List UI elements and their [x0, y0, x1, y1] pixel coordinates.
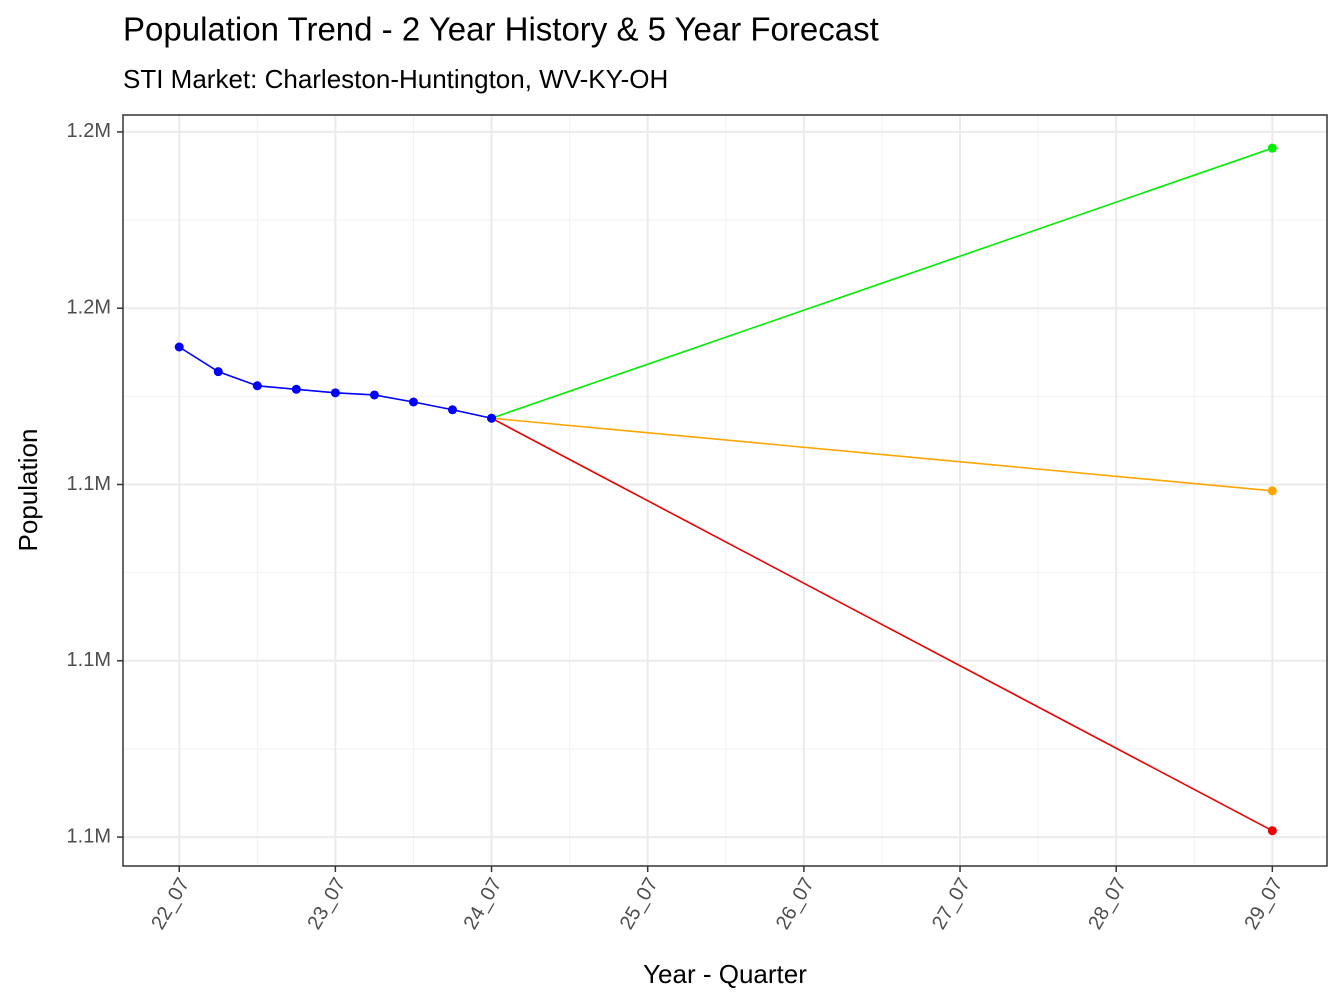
- data-point: [1267, 143, 1277, 153]
- y-tick-label: 1.1M: [67, 825, 111, 847]
- data-point: [408, 397, 418, 407]
- x-tick-label: 28_07: [1084, 874, 1131, 933]
- y-tick-label: 1.2M: [67, 296, 111, 318]
- y-tick-label: 1.1M: [67, 649, 111, 671]
- data-point: [213, 367, 223, 377]
- chart-title: Population Trend - 2 Year History & 5 Ye…: [123, 11, 879, 48]
- x-axis-label: Year - Quarter: [643, 959, 807, 989]
- chart-subtitle: STI Market: Charleston-Huntington, WV-KY…: [123, 64, 668, 94]
- x-tick-label: 23_07: [303, 874, 350, 933]
- data-point: [1267, 826, 1277, 836]
- y-tick-label: 1.1M: [67, 473, 111, 495]
- data-point: [291, 384, 301, 394]
- x-tick-label: 24_07: [460, 874, 507, 933]
- panel-border: [122, 114, 1328, 867]
- data-point: [487, 413, 497, 423]
- x-tick-label: 25_07: [616, 874, 663, 933]
- data-point: [1267, 486, 1277, 496]
- data-point: [174, 342, 184, 352]
- data-point: [369, 390, 379, 400]
- y-tick-label: 1.2M: [67, 120, 111, 142]
- series-line: [491, 147, 1273, 419]
- series-line: [491, 417, 1273, 832]
- x-tick-label: 27_07: [928, 874, 975, 933]
- x-tick-label: 29_07: [1240, 874, 1287, 933]
- x-tick-label: 22_07: [147, 874, 194, 933]
- y-axis-label: Population: [13, 429, 43, 552]
- series-line: [491, 417, 1273, 492]
- data-point: [330, 388, 340, 398]
- data-point: [252, 381, 262, 391]
- x-tick-label: 26_07: [772, 874, 819, 933]
- data-point: [447, 405, 457, 415]
